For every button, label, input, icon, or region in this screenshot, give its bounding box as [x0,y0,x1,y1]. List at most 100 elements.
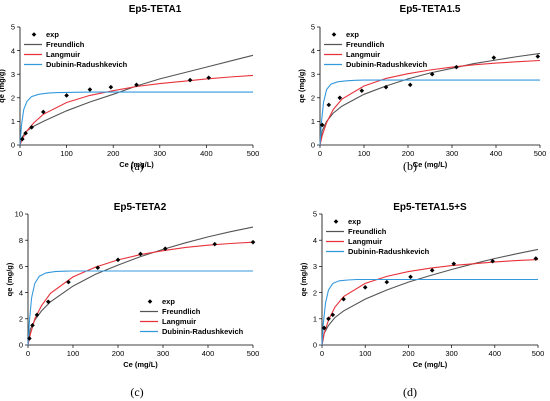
y-axis-label: qe (mg/g) [0,69,6,103]
data-point [384,279,390,285]
legend-label: exp [348,217,361,226]
y-tick-label: 0 [313,341,317,350]
legend-label: Dubinin-Radushkevich [346,60,428,69]
x-tick-label: 300 [157,349,170,358]
legend-label: Langmuir [46,50,80,59]
data-point [30,323,35,328]
x-tick-label: 200 [107,149,120,158]
y-tick-label: 4 [313,236,317,245]
data-point [319,122,325,128]
legend-label: Freundlich [348,227,387,236]
data-point [383,84,389,90]
data-point [491,55,497,60]
y-tick-label: 2 [311,94,315,103]
data-point [64,93,69,98]
y-tick-label: 10 [15,210,23,219]
data-point [23,130,28,136]
y-tick-label: 2 [11,94,15,103]
data-point [454,64,459,70]
y-tick-label: 1 [311,117,315,126]
y-tick-label: 0 [11,141,15,150]
data-point [337,95,343,101]
data-point [429,268,435,273]
data-point [407,82,413,88]
data-point [134,82,139,88]
y-tick-label: 3 [311,70,315,79]
legend-marker-exp [147,299,153,304]
panel-caption: (a) [130,159,143,173]
legend: expFreundlichLangmuirDubinin-Radushkevic… [324,30,428,69]
chart-panel-3: Ep5-TETA2 0 100 200 300 400 500 0 2 4 6 8 10 Ce (mg/L… [5,202,259,399]
series-line-dubinin-radushkevich [319,79,540,146]
data-point [27,336,32,341]
data-point [115,257,121,263]
data-point [326,316,331,322]
legend-marker-exp [331,32,337,37]
y-tick-label: 3 [313,262,317,271]
x-tick-label: 500 [247,349,260,358]
chart-panel-4: Ep5-TETA1.5+S 0 100 200 300 400 500 0 1 2 3 4 5 Ce (m… [299,202,544,399]
legend-label: Freundlich [346,40,385,49]
legend-marker-exp [333,219,339,224]
y-axis-label: qe (mg/g) [299,262,308,296]
data-point [408,274,413,280]
legend-label: Freundlich [162,307,201,316]
series-line-langmuir [321,259,539,346]
y-tick-label: 5 [311,23,315,32]
x-tick-label: 400 [200,149,213,158]
legend: expFreundlichLangmuirDubinin-Radushkevic… [140,297,244,336]
data-point [108,84,114,90]
data-point [41,109,46,115]
x-tick-label: 500 [247,149,260,158]
x-tick-label: 300 [446,149,459,158]
y-tick-label: 4 [19,288,23,297]
y-tick-label: 4 [311,46,315,55]
y-tick-label: 5 [313,210,317,219]
chart-title: Ep5-TETA1 [129,4,182,15]
x-tick-label: 100 [67,349,80,358]
x-tick-label: 300 [445,349,458,358]
data-point [533,256,539,261]
series-line-freundlich [321,248,539,346]
chart-title: Ep5-TETA1.5 [400,4,461,15]
y-axis-label: qe (mg/g) [5,262,14,296]
data-point [250,239,256,245]
data-point [359,88,365,94]
x-tick-label: 0 [18,149,22,158]
panel-caption: (c) [130,385,143,399]
y-tick-label: 2 [19,315,23,324]
legend-marker-exp [31,32,37,37]
data-point [321,325,327,331]
data-point [206,75,212,81]
chart-panel-1: Ep5-TETA1 0 100 200 300 400 500 0 1 2 3 4 5 Ce (mg/L)… [0,4,259,173]
x-tick-label: 100 [358,149,371,158]
y-tick-label: 3 [11,70,15,79]
legend-label: Freundlich [46,40,85,49]
series-line-langmuir [319,59,541,146]
x-tick-label: 500 [534,149,547,158]
y-tick-label: 2 [313,288,317,297]
y-tick-label: 4 [11,46,15,55]
series-line-langmuir [27,241,254,346]
legend: expFreundlichLangmuirDubinin-Radushkevic… [24,30,128,69]
y-tick-label: 5 [11,23,15,32]
legend-label: Langmuir [348,237,382,246]
x-tick-label: 400 [202,349,215,358]
y-tick-label: 1 [313,315,317,324]
data-point [95,265,101,271]
x-axis-label: Ce (mg/L) [119,160,154,169]
y-tick-label: 0 [19,341,23,350]
x-tick-label: 200 [402,149,415,158]
legend-label: Dubinin-Radushkevich [348,247,430,256]
series-line-dubinin-radushkevich [19,91,253,146]
legend-label: Dubinin-Radushkevich [162,327,244,336]
x-axis-label: Ce (mg/L) [123,360,158,369]
data-point [341,296,346,302]
data-point [326,102,332,108]
x-tick-label: 400 [490,149,503,158]
y-axis-label: qe (mg/g) [297,69,306,103]
legend-label: exp [346,30,359,39]
x-tick-label: 200 [402,349,415,358]
x-tick-label: 300 [154,149,167,158]
